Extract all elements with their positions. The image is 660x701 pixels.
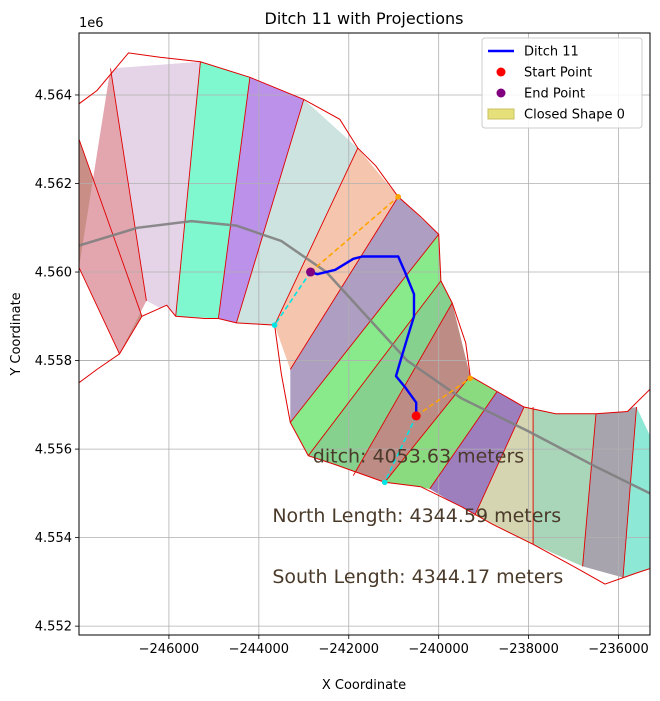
segment-divider-15 xyxy=(582,413,597,567)
segment-divider-1 xyxy=(79,267,120,355)
segment-band-7 xyxy=(290,196,439,423)
legend: Ditch 11 Start Point End Point Closed Shape… xyxy=(481,37,643,129)
annotation-1: North Length: 4344.59 meters xyxy=(272,505,561,527)
segment-divider-4 xyxy=(217,77,251,319)
y-axis-ticks: 4.552 4.554 4.556 4.558 4.560 4.562 4.564 xyxy=(35,88,79,635)
closed-shape-outline xyxy=(79,52,650,585)
y-tick-label-2: 4.556 xyxy=(35,443,72,458)
legend-swatch-3 xyxy=(487,108,515,120)
segment-divider-3 xyxy=(175,61,201,317)
segment-band-14 xyxy=(533,407,596,567)
y-offset-label: 1e6 xyxy=(79,16,104,31)
x-tick-label-4: −238000 xyxy=(498,642,559,657)
projection-endpoint-3 xyxy=(381,479,388,486)
legend-label-1: Start Point xyxy=(524,66,592,81)
segment-band-11 xyxy=(384,376,498,489)
y-tick-label-3: 4.558 xyxy=(35,354,72,369)
y-axis-label: Y Coordinate xyxy=(9,292,24,376)
x-tick-label-0: −246000 xyxy=(139,642,200,657)
segment-band-13 xyxy=(474,407,534,545)
chart-title: Ditch 11 with Projections xyxy=(265,9,464,28)
legend-box xyxy=(481,37,643,129)
segment-band-8 xyxy=(290,234,441,456)
segment-band-5 xyxy=(236,99,358,326)
annotation-0: ditch: 4053.63 meters xyxy=(313,445,524,467)
segment-band-4 xyxy=(218,77,304,323)
y-tick-label-5: 4.562 xyxy=(35,177,72,192)
segment-divider-12 xyxy=(429,391,498,490)
projection-line-1 xyxy=(273,271,312,326)
segment-band-10 xyxy=(353,303,471,483)
x-tick-label-1: −244000 xyxy=(229,642,290,657)
x-tick-label-3: −240000 xyxy=(408,642,469,657)
legend-label-3: Closed Shape 0 xyxy=(524,108,625,123)
segment-divider-10 xyxy=(352,302,453,476)
y-tick-label-1: 4.554 xyxy=(35,531,72,546)
legend-swatch-2 xyxy=(496,88,506,98)
segment-band-12 xyxy=(429,391,525,516)
legend-label-0: Ditch 11 xyxy=(524,45,579,60)
segment-divider-6 xyxy=(274,147,359,326)
x-axis-ticks: −246000 −244000 −242000 −240000 −238000 −2360… xyxy=(139,635,649,657)
x-tick-label-2: −242000 xyxy=(318,642,379,657)
segment-divider-2 xyxy=(110,68,147,301)
projection-endpoint-2 xyxy=(467,375,473,382)
segment-divider-5 xyxy=(235,99,305,324)
y-tick-label-0: 4.552 xyxy=(35,620,72,635)
segment-band-9 xyxy=(308,280,453,476)
legend-swatch-1 xyxy=(496,67,506,77)
segment-band-2 xyxy=(110,61,201,317)
segment-divider-16 xyxy=(622,406,637,578)
annotation-2: South Length: 4344.17 meters xyxy=(272,566,563,588)
end-point-marker xyxy=(306,267,316,277)
projection-line-3 xyxy=(383,415,417,483)
segment-band-16 xyxy=(623,407,650,578)
x-axis-label: X Coordinate xyxy=(322,678,406,693)
y-tick-label-4: 4.560 xyxy=(35,266,72,281)
projection-line-0 xyxy=(309,196,399,273)
segment-band-15 xyxy=(582,407,637,578)
segment-divider-0 xyxy=(79,139,143,317)
plot-area: ditch: 4053.63 meters North Length: 4344.… xyxy=(79,33,650,635)
segment-divider-8 xyxy=(289,234,440,423)
segment-divider-7 xyxy=(289,196,399,370)
projection-endpoint-0 xyxy=(395,193,402,200)
projection-endpoint-1 xyxy=(271,322,278,328)
projection-line-2 xyxy=(415,377,471,417)
x-tick-label-5: −236000 xyxy=(588,642,649,657)
plot-frame xyxy=(78,32,651,636)
legend-label-2: End Point xyxy=(524,87,585,102)
segment-divider-9 xyxy=(307,280,442,456)
start-point-marker xyxy=(411,411,421,421)
series-line-0 xyxy=(310,255,418,416)
y-tick-label-6: 4.564 xyxy=(35,88,72,103)
segment-band-6 xyxy=(274,148,399,370)
centerline xyxy=(79,219,650,495)
